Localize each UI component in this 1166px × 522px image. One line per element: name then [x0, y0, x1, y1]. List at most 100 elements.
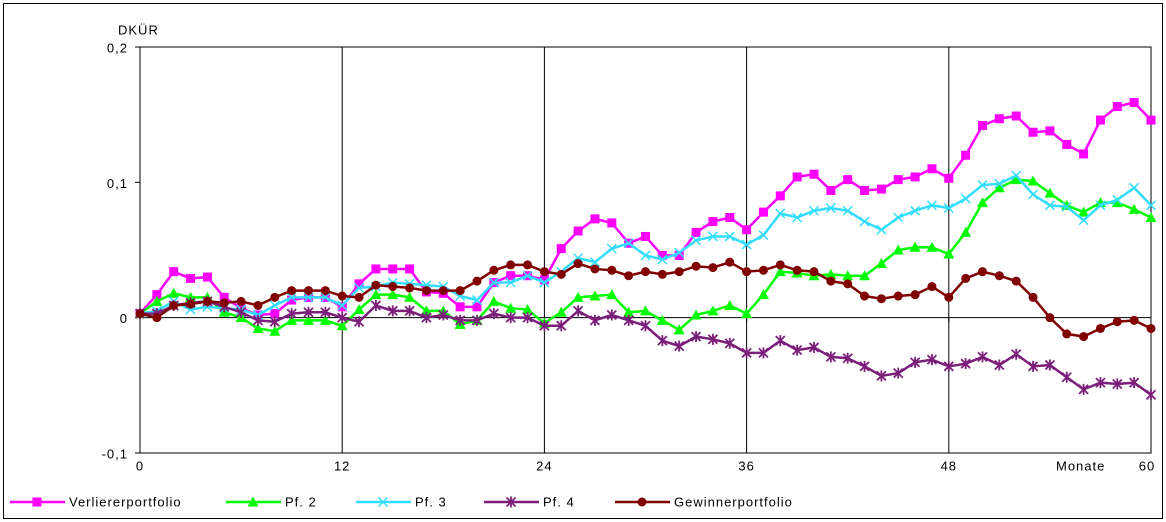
marker	[269, 300, 280, 311]
marker	[961, 273, 971, 283]
marker	[691, 261, 701, 271]
marker	[387, 305, 398, 317]
marker	[994, 271, 1004, 281]
marker	[876, 224, 887, 235]
marker	[471, 314, 483, 326]
marker	[247, 496, 259, 507]
marker	[724, 299, 736, 310]
marker	[1078, 215, 1089, 226]
marker	[1129, 97, 1139, 107]
marker	[725, 213, 735, 223]
marker	[876, 294, 886, 304]
marker	[943, 360, 954, 372]
marker	[977, 197, 988, 208]
legend-label: Pf. 3	[415, 494, 447, 509]
marker	[539, 320, 550, 332]
legend-label: Verliererportfolio	[69, 494, 182, 509]
marker	[202, 296, 212, 306]
marker	[691, 227, 701, 237]
marker	[505, 277, 516, 288]
marker	[641, 231, 650, 241]
marker	[1010, 174, 1022, 185]
marker	[977, 180, 988, 191]
marker	[202, 272, 212, 282]
marker	[235, 306, 247, 318]
marker	[1027, 175, 1039, 186]
marker	[353, 316, 365, 328]
marker	[674, 250, 684, 260]
marker	[169, 300, 179, 310]
marker	[405, 283, 415, 293]
marker	[1078, 206, 1090, 217]
marker	[186, 299, 196, 309]
marker	[774, 266, 786, 277]
marker	[673, 324, 685, 335]
marker	[842, 205, 853, 216]
marker	[758, 347, 769, 359]
marker	[808, 205, 820, 216]
marker	[943, 248, 955, 259]
marker	[1095, 377, 1106, 389]
marker	[926, 354, 938, 366]
marker	[1112, 194, 1123, 205]
marker	[1129, 377, 1140, 389]
marker	[624, 271, 634, 281]
marker	[270, 292, 280, 302]
marker	[455, 302, 465, 312]
marker	[336, 320, 348, 331]
marker	[438, 309, 449, 321]
marker	[859, 216, 870, 227]
marker	[1095, 323, 1105, 333]
marker	[994, 178, 1005, 189]
marker	[472, 302, 482, 312]
marker	[1079, 332, 1089, 342]
marker	[875, 258, 887, 269]
marker	[303, 306, 314, 318]
marker	[404, 305, 415, 317]
marker	[337, 312, 348, 324]
marker	[623, 238, 634, 249]
marker	[707, 333, 719, 345]
marker	[589, 257, 600, 268]
marker	[809, 169, 819, 179]
marker	[657, 250, 667, 260]
marker	[775, 208, 786, 219]
marker	[1145, 200, 1157, 211]
marker	[270, 309, 280, 319]
marker	[690, 331, 702, 343]
chart-frame	[3, 3, 1163, 519]
marker	[387, 289, 399, 300]
marker	[269, 325, 281, 336]
marker	[926, 200, 937, 211]
marker	[135, 309, 145, 319]
marker	[707, 231, 718, 242]
marker	[826, 185, 836, 195]
marker	[489, 265, 499, 275]
marker	[775, 191, 785, 201]
marker	[640, 305, 651, 316]
marker	[152, 290, 162, 300]
marker	[253, 300, 263, 310]
marker	[825, 351, 836, 363]
plot-area	[139, 46, 1152, 454]
marker	[488, 295, 500, 306]
marker	[252, 314, 264, 326]
marker	[960, 226, 972, 237]
marker	[724, 337, 735, 349]
marker	[707, 305, 719, 316]
marker	[674, 340, 685, 352]
marker	[506, 260, 516, 270]
marker	[1095, 115, 1105, 125]
marker	[1044, 359, 1056, 371]
marker	[438, 286, 448, 296]
marker	[572, 291, 584, 302]
marker	[304, 286, 313, 296]
marker	[792, 344, 803, 356]
marker	[1011, 276, 1021, 286]
x-tick-label: 12	[334, 458, 350, 473]
marker	[573, 259, 583, 269]
marker	[690, 309, 702, 320]
x-tick-label: 0	[136, 458, 144, 473]
marker	[640, 320, 651, 332]
